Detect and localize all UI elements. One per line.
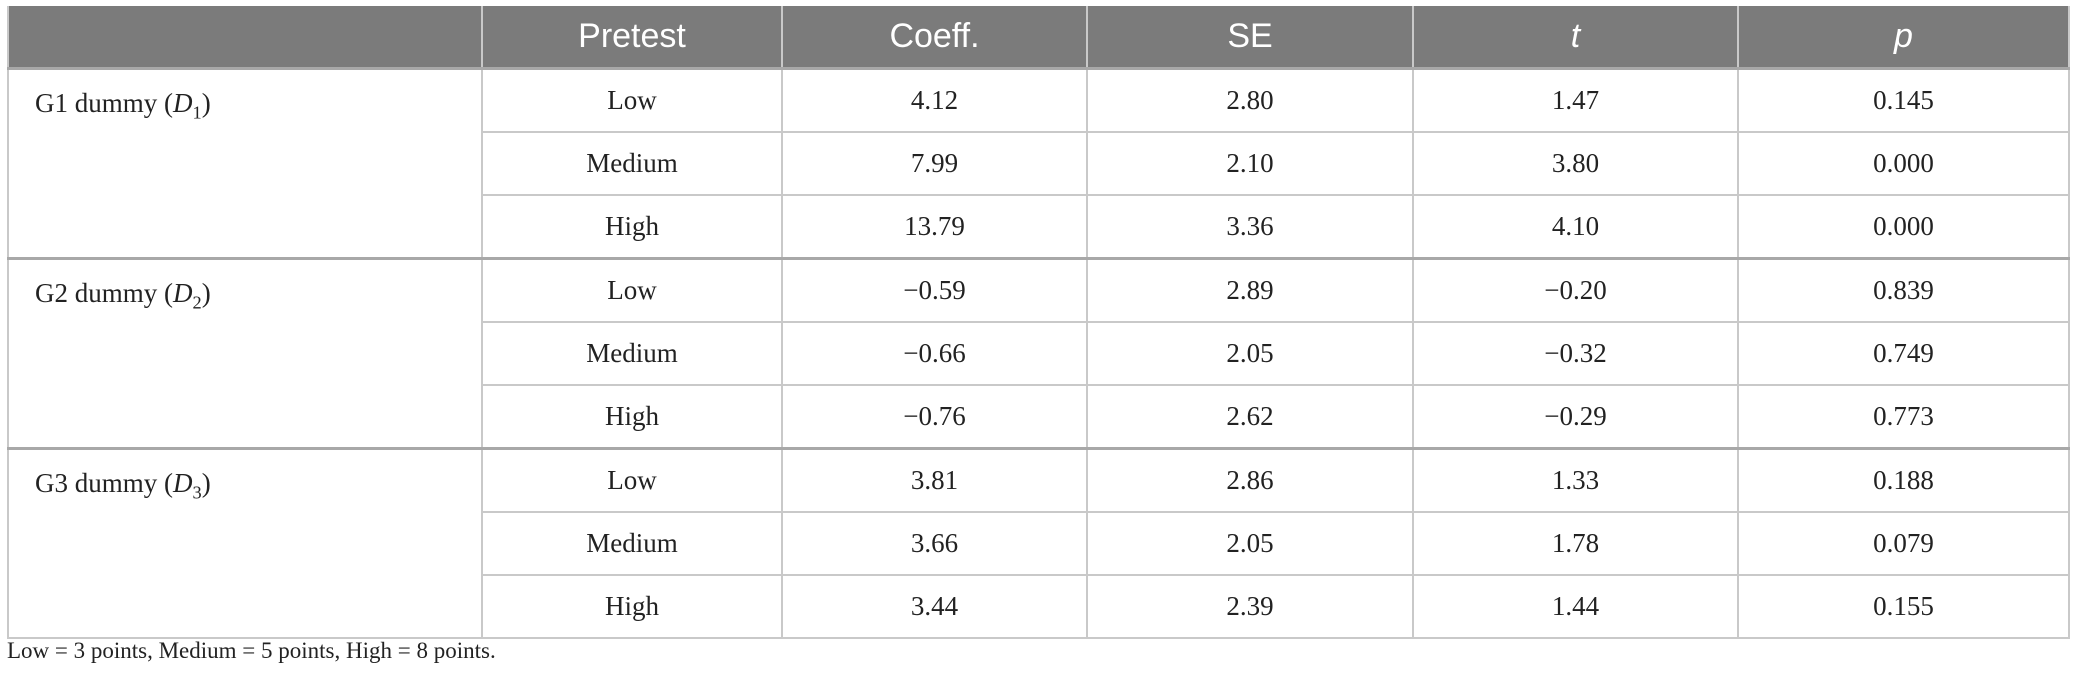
cell-p: 0.145 <box>1737 67 2070 133</box>
cell-se: 2.86 <box>1086 447 1414 513</box>
cell-coeff: 3.81 <box>781 447 1088 513</box>
header-coeff: Coeff. <box>781 6 1088 69</box>
header-t: t <box>1412 6 1739 69</box>
table-row: G2 dummy (D2) Low −0.59 2.89 −0.20 0.839 <box>7 257 2070 450</box>
cell-pretest: High <box>481 574 783 639</box>
group-label-var: D <box>173 88 193 118</box>
cell-pretest: Low <box>481 257 783 323</box>
cell-pretest: High <box>481 194 783 260</box>
table-row: G3 dummy (D3) Low 3.81 2.86 1.33 0.188 <box>7 447 2070 639</box>
cell-se: 2.39 <box>1086 574 1414 639</box>
cell-se: 3.36 <box>1086 194 1414 260</box>
cell-t: 4.10 <box>1412 194 1739 260</box>
group-label-prefix: G1 dummy ( <box>35 88 173 118</box>
group-label-var: D <box>173 468 193 498</box>
cell-pretest: Medium <box>481 321 783 386</box>
cell-se: 2.10 <box>1086 131 1414 196</box>
cell-coeff: −0.66 <box>781 321 1088 386</box>
header-p: p <box>1737 6 2070 69</box>
cell-p: 0.839 <box>1737 257 2070 323</box>
cell-p: 0.749 <box>1737 321 2070 386</box>
table-footnote: Low = 3 points, Medium = 5 points, High … <box>7 638 496 663</box>
cell-coeff: 3.66 <box>781 511 1088 576</box>
header-pretest: Pretest <box>481 6 783 69</box>
cell-coeff: 7.99 <box>781 131 1088 196</box>
cell-t: −0.29 <box>1412 384 1739 450</box>
group-label-sub: 2 <box>192 292 202 313</box>
group-label-g3: G3 dummy (D3) <box>7 447 483 639</box>
group-label-var: D <box>173 278 193 308</box>
cell-se: 2.62 <box>1086 384 1414 450</box>
cell-coeff: −0.76 <box>781 384 1088 450</box>
cell-t: 1.47 <box>1412 67 1739 133</box>
cell-se: 2.05 <box>1086 321 1414 386</box>
cell-p: 0.079 <box>1737 511 2070 576</box>
cell-t: 1.78 <box>1412 511 1739 576</box>
group-label-suffix: ) <box>201 468 211 498</box>
group-label-prefix: G2 dummy ( <box>35 278 173 308</box>
table-row: High −0.76 2.62 −0.29 0.773 <box>8 384 2070 450</box>
cell-coeff: 13.79 <box>781 194 1088 260</box>
table-row: Medium −0.66 2.05 −0.32 0.749 <box>8 321 2070 386</box>
cell-t: −0.32 <box>1412 321 1739 386</box>
regression-results-table: Pretest Coeff. SE t p G1 dummy (D1) Low … <box>7 6 2070 639</box>
header-group <box>7 6 483 69</box>
cell-t: 1.33 <box>1412 447 1739 513</box>
cell-p: 0.188 <box>1737 447 2070 513</box>
cell-t: −0.20 <box>1412 257 1739 323</box>
cell-t: 1.44 <box>1412 574 1739 639</box>
cell-coeff: −0.59 <box>781 257 1088 323</box>
cell-coeff: 4.12 <box>781 67 1088 133</box>
cell-pretest: Low <box>481 67 783 133</box>
cell-coeff: 3.44 <box>781 574 1088 639</box>
group-label-g2: G2 dummy (D2) <box>7 257 483 450</box>
group-label-sub: 3 <box>192 482 202 503</box>
header-se: SE <box>1086 6 1414 69</box>
group-label-prefix: G3 dummy ( <box>35 468 173 498</box>
table-header-row: Pretest Coeff. SE t p <box>7 6 2070 69</box>
cell-se: 2.05 <box>1086 511 1414 576</box>
cell-pretest: Medium <box>481 511 783 576</box>
results-table-container: Pretest Coeff. SE t p G1 dummy (D1) Low … <box>7 6 2070 639</box>
table-row: High 13.79 3.36 4.10 0.000 <box>8 194 2070 260</box>
table-row: Medium 7.99 2.10 3.80 0.000 <box>8 131 2070 196</box>
cell-t: 3.80 <box>1412 131 1739 196</box>
group-label-sub: 1 <box>192 102 202 123</box>
cell-p: 0.773 <box>1737 384 2070 450</box>
table-row: G1 dummy (D1) Low 4.12 2.80 1.47 0.145 <box>7 67 2070 260</box>
table-row: High 3.44 2.39 1.44 0.155 <box>8 574 2070 639</box>
cell-se: 2.80 <box>1086 67 1414 133</box>
group-label-suffix: ) <box>201 278 211 308</box>
cell-se: 2.89 <box>1086 257 1414 323</box>
cell-p: 0.155 <box>1737 574 2070 639</box>
cell-pretest: Medium <box>481 131 783 196</box>
cell-p: 0.000 <box>1737 194 2070 260</box>
group-label-g1: G1 dummy (D1) <box>7 67 483 260</box>
cell-pretest: Low <box>481 447 783 513</box>
cell-pretest: High <box>481 384 783 450</box>
group-label-suffix: ) <box>201 88 211 118</box>
cell-p: 0.000 <box>1737 131 2070 196</box>
table-row: Medium 3.66 2.05 1.78 0.079 <box>8 511 2070 576</box>
